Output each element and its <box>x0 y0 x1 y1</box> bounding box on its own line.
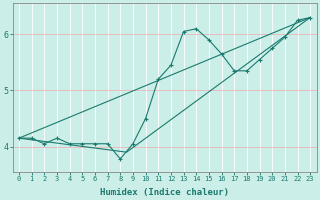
X-axis label: Humidex (Indice chaleur): Humidex (Indice chaleur) <box>100 188 229 197</box>
